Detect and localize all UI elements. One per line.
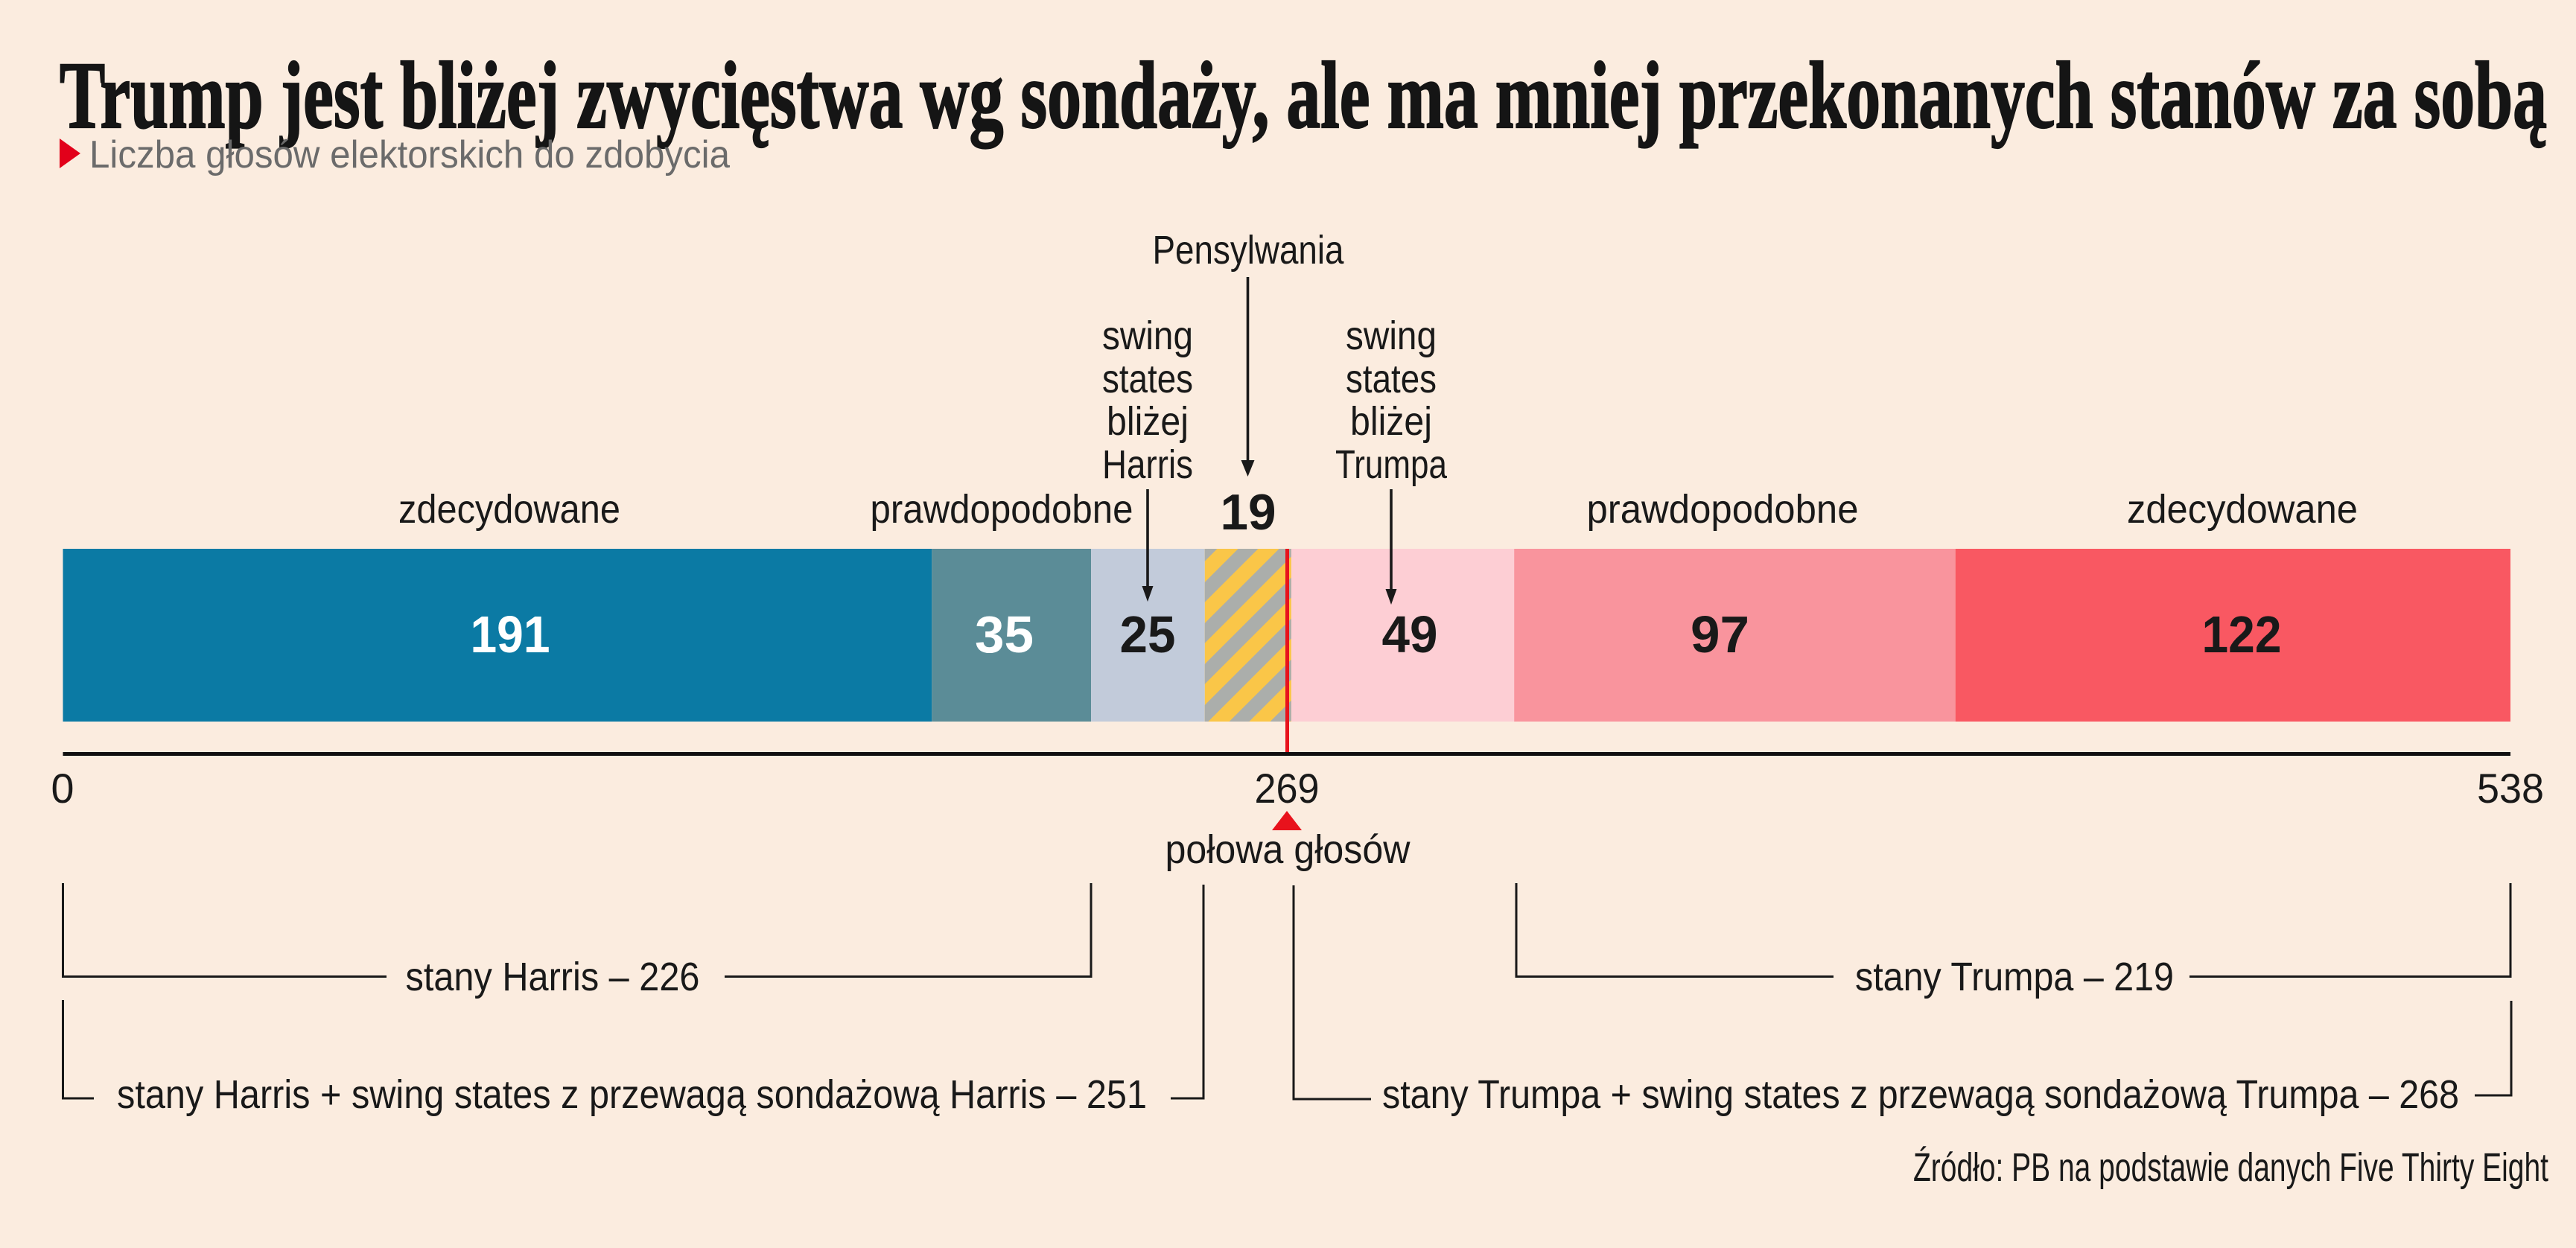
svg-text:Harris: Harris: [1102, 442, 1193, 487]
svg-text:stany Harris – 226: stany Harris – 226: [406, 955, 700, 999]
svg-text:Trumpa: Trumpa: [1335, 442, 1448, 487]
svg-text:prawdopodobne: prawdopodobne: [1587, 487, 1859, 532]
svg-text:269: 269: [1255, 765, 1320, 812]
svg-text:Pensylwania: Pensylwania: [1153, 228, 1345, 273]
svg-text:Źródło: PB na podstawie danych: Źródło: PB na podstawie danych Five Thir…: [1913, 1145, 2548, 1190]
svg-text:25: 25: [1120, 605, 1176, 663]
svg-text:Trump jest bliżej zwycięstwa w: Trump jest bliżej zwycięstwa wg sondaży,…: [60, 42, 2547, 148]
svg-text:49: 49: [1382, 605, 1438, 663]
svg-text:bliżej: bliżej: [1107, 399, 1189, 444]
svg-text:połowa głosów: połowa głosów: [1165, 827, 1411, 872]
svg-text:538: 538: [2477, 765, 2544, 812]
svg-text:zdecydowane: zdecydowane: [398, 487, 620, 532]
svg-text:states: states: [1346, 357, 1437, 401]
svg-text:122: 122: [2202, 605, 2282, 663]
svg-text:swing: swing: [1102, 313, 1193, 358]
svg-text:swing: swing: [1346, 313, 1437, 358]
svg-text:Liczba głosów elektorskich do: Liczba głosów elektorskich do zdobycia: [89, 133, 730, 176]
svg-text:19: 19: [1221, 484, 1276, 541]
svg-text:bliżej: bliżej: [1350, 399, 1432, 444]
svg-text:prawdopodobne: prawdopodobne: [871, 487, 1133, 532]
svg-text:stany Trumpa + swing states z: stany Trumpa + swing states z przewagą s…: [1382, 1072, 2459, 1117]
svg-text:zdecydowane: zdecydowane: [2127, 487, 2358, 532]
svg-text:stany Harris + swing states z: stany Harris + swing states z przewagą s…: [117, 1072, 1147, 1117]
svg-text:35: 35: [975, 605, 1034, 663]
svg-text:states: states: [1102, 357, 1193, 401]
svg-text:97: 97: [1691, 605, 1749, 663]
svg-text:0: 0: [51, 765, 74, 812]
svg-text:191: 191: [471, 605, 550, 663]
svg-text:stany Trumpa – 219: stany Trumpa – 219: [1855, 955, 2174, 999]
